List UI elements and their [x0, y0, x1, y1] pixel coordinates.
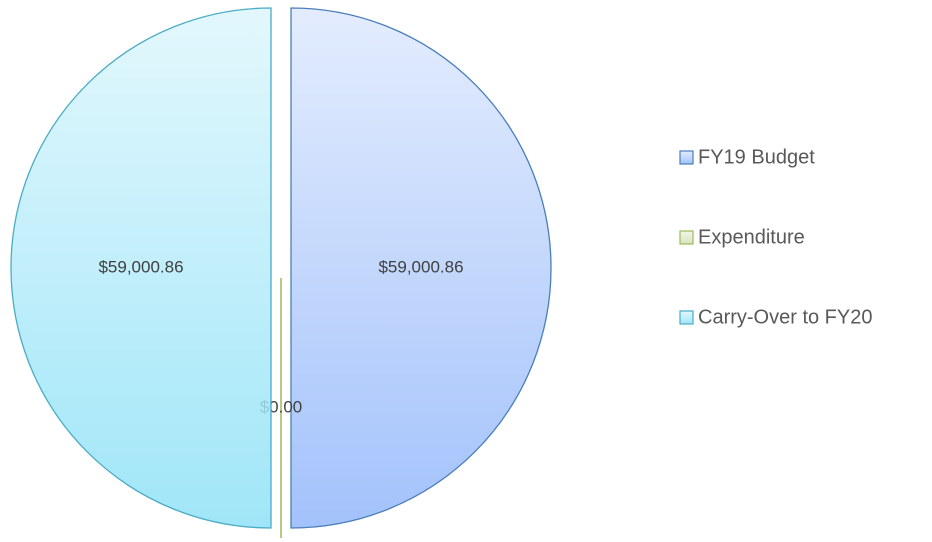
- legend-swatch: [679, 310, 694, 325]
- legend-label: FY19 Budget: [698, 146, 815, 168]
- data-label: $59,000.86: [378, 257, 463, 276]
- legend-label: Carry-Over to FY20: [698, 306, 872, 328]
- pie-slice: [10, 7, 272, 529]
- legend-swatch: [679, 230, 694, 245]
- legend-swatch: [679, 150, 694, 165]
- data-label: $59,000.86: [98, 257, 183, 276]
- legend-label: Expenditure: [698, 226, 805, 248]
- pie-slice: [290, 7, 552, 529]
